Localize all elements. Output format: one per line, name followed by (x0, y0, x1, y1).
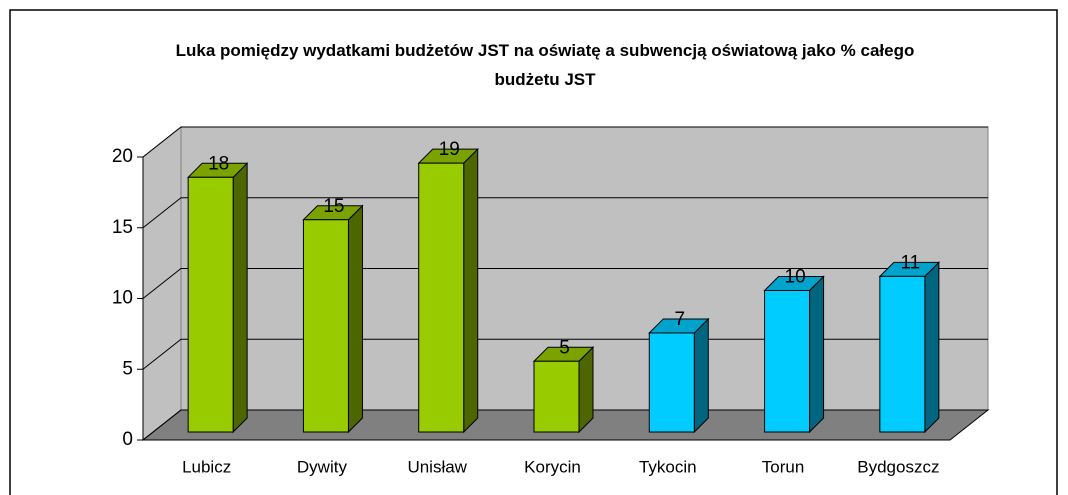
bar-side (578, 346, 594, 434)
bar (187, 176, 234, 433)
y-tick-label: 0 (122, 429, 133, 450)
y-tick-label: 5 (122, 358, 133, 379)
grid-line (142, 268, 988, 299)
data-label: 7 (674, 309, 685, 330)
bar-side (809, 275, 825, 434)
bar-side (463, 147, 479, 434)
x-tick-label: Bydgoszcz (857, 457, 939, 476)
y-tick-label: 15 (112, 217, 133, 238)
data-label: 5 (559, 337, 570, 358)
bar-side (924, 261, 940, 434)
x-tick-label: Lubicz (182, 457, 231, 476)
x-tick-label: Tykocin (639, 457, 697, 476)
bar-side (693, 317, 709, 434)
chart-title: Luka pomiędzy wydatkami budżetów JST na … (175, 41, 915, 89)
grid-line (142, 409, 988, 441)
bar-side (347, 204, 363, 434)
x-tick-label: Korycin (524, 457, 581, 476)
x-tick-label: Unisław (407, 457, 467, 476)
grid-line (142, 197, 988, 229)
bar-side (232, 162, 248, 434)
grid-line (142, 338, 988, 370)
data-label: 11 (900, 252, 920, 273)
grid-line (142, 126, 988, 158)
bar (533, 360, 580, 433)
x-tick-label: Torun (762, 457, 805, 476)
data-label: 19 (439, 139, 460, 160)
bar (764, 290, 811, 433)
y-tick-label: 20 (112, 146, 133, 167)
bar (302, 219, 349, 433)
bar (418, 162, 465, 433)
data-label: 18 (208, 153, 229, 174)
x-tick-label: Dywity (297, 457, 348, 476)
y-tick-label: 10 (112, 288, 133, 309)
bar (648, 332, 695, 433)
bar (879, 275, 926, 433)
data-label: 15 (323, 196, 344, 217)
data-label: 10 (785, 267, 806, 288)
